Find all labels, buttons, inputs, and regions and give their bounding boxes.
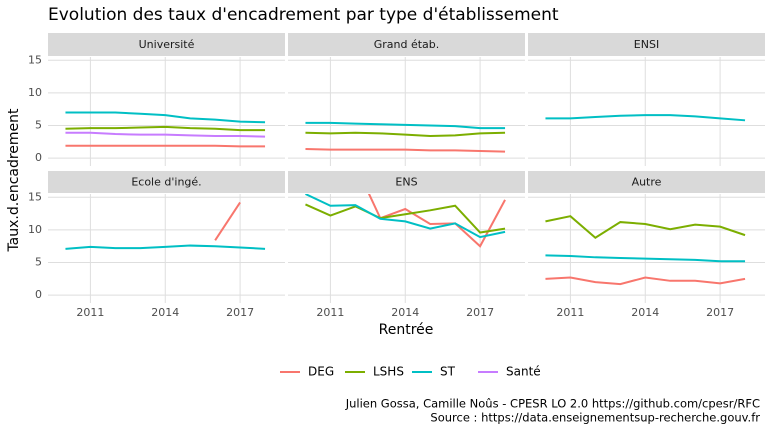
x-tick-label: 2014 bbox=[631, 306, 659, 319]
y-tick-label: 5 bbox=[35, 256, 42, 269]
strip bbox=[528, 171, 765, 193]
line bbox=[65, 244, 266, 250]
y-tick-label: 15 bbox=[28, 190, 42, 203]
strip bbox=[48, 171, 285, 193]
y-tick-label: 0 bbox=[35, 288, 42, 301]
strip-text: ENSI bbox=[634, 38, 659, 51]
strip bbox=[528, 33, 765, 56]
line bbox=[65, 125, 266, 132]
legend-label: Santé bbox=[506, 365, 541, 379]
line bbox=[545, 114, 746, 122]
strip-text: Grand étab. bbox=[374, 38, 440, 51]
line bbox=[214, 201, 241, 241]
x-tick-label: 2011 bbox=[556, 306, 584, 319]
panel bbox=[545, 215, 746, 286]
strip bbox=[288, 33, 525, 56]
y-axis-title: Taux.d.encadrement bbox=[6, 108, 22, 253]
y-tick-label: 5 bbox=[35, 119, 42, 132]
x-tick-label: 2017 bbox=[226, 306, 254, 319]
line bbox=[65, 144, 266, 148]
x-axis-title: Rentrée bbox=[379, 322, 434, 338]
chart-title: Evolution des taux d'encadrement par typ… bbox=[48, 5, 559, 25]
panel bbox=[305, 121, 506, 153]
strip-text: ENS bbox=[395, 176, 417, 189]
panel bbox=[65, 201, 266, 250]
panel bbox=[545, 114, 746, 122]
strip bbox=[288, 171, 525, 193]
legend-label: DEG bbox=[308, 365, 334, 379]
y-tick-label: 10 bbox=[28, 86, 42, 99]
strip-text: Autre bbox=[632, 176, 662, 189]
x-tick-label: 2017 bbox=[706, 306, 734, 319]
x-tick-label: 2011 bbox=[316, 306, 344, 319]
caption: Source : https://data.enseignementsup-re… bbox=[430, 411, 760, 425]
caption: Julien Gossa, Camille Noûs - CPESR LO 2.… bbox=[345, 397, 760, 411]
legend-label: ST bbox=[440, 365, 456, 379]
line bbox=[545, 276, 746, 286]
line bbox=[305, 203, 506, 234]
line bbox=[545, 254, 746, 263]
y-tick-label: 10 bbox=[28, 223, 42, 236]
line bbox=[65, 111, 266, 124]
x-tick-label: 2014 bbox=[151, 306, 179, 319]
panel bbox=[65, 111, 266, 148]
x-tick-label: 2014 bbox=[391, 306, 419, 319]
line bbox=[305, 121, 506, 130]
y-tick-label: 15 bbox=[28, 53, 42, 66]
x-tick-label: 2011 bbox=[76, 306, 104, 319]
x-tick-label: 2017 bbox=[466, 306, 494, 319]
line bbox=[305, 194, 506, 239]
strip-text: Ecole d'ingé. bbox=[131, 176, 201, 189]
strip-text: Université bbox=[139, 38, 195, 51]
panel bbox=[305, 194, 506, 248]
line bbox=[545, 215, 746, 239]
line bbox=[65, 131, 266, 138]
legend-label: LSHS bbox=[373, 365, 404, 379]
strip bbox=[48, 33, 285, 56]
line bbox=[305, 131, 506, 137]
y-tick-label: 0 bbox=[35, 151, 42, 164]
line bbox=[305, 148, 506, 153]
